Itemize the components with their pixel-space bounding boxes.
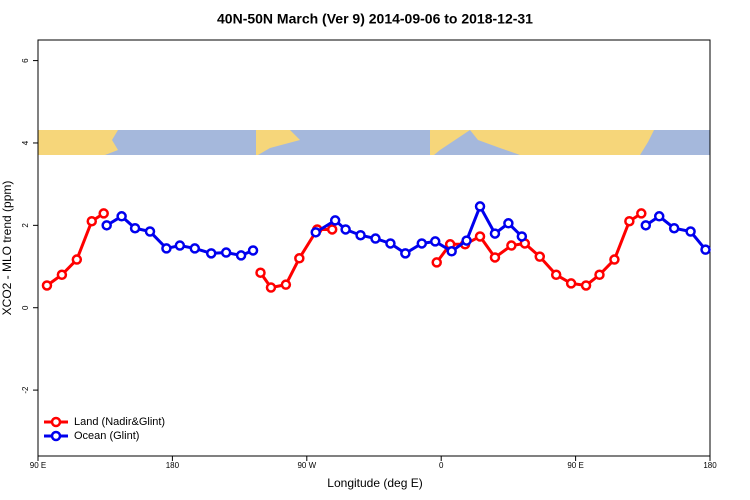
point bbox=[446, 246, 457, 257]
point bbox=[461, 235, 472, 246]
point bbox=[86, 215, 98, 227]
point bbox=[255, 267, 266, 278]
point bbox=[98, 208, 109, 219]
point bbox=[503, 218, 514, 229]
point bbox=[235, 250, 247, 261]
map-land bbox=[38, 130, 118, 155]
point bbox=[516, 231, 528, 242]
point bbox=[129, 222, 141, 234]
point bbox=[668, 222, 680, 234]
y-tick-label: 6 bbox=[21, 58, 30, 63]
point bbox=[41, 280, 53, 291]
point bbox=[355, 229, 366, 241]
x-axis-label: Longitude (deg E) bbox=[327, 476, 422, 490]
point bbox=[56, 269, 68, 281]
legend: Land (Nadir&Glint) Ocean (Glint) bbox=[44, 416, 165, 442]
point bbox=[431, 257, 442, 268]
point bbox=[385, 238, 396, 249]
map-land bbox=[256, 130, 300, 155]
point bbox=[340, 224, 351, 235]
point bbox=[534, 251, 546, 262]
map-land bbox=[470, 130, 654, 155]
point bbox=[205, 248, 217, 259]
map-strip bbox=[38, 130, 710, 155]
point bbox=[326, 224, 338, 235]
point bbox=[685, 226, 696, 237]
legend-label: Land (Nadir&Glint) bbox=[74, 416, 165, 428]
y-tick-label: 2 bbox=[21, 223, 30, 228]
y-tick-label: 0 bbox=[21, 305, 30, 310]
point bbox=[653, 211, 665, 222]
point bbox=[265, 282, 277, 293]
point bbox=[580, 280, 592, 291]
y-tick-label: 4 bbox=[21, 140, 30, 145]
x-tick-label: 90 E bbox=[30, 461, 46, 470]
point bbox=[101, 220, 112, 231]
point bbox=[310, 227, 322, 238]
map-land bbox=[430, 130, 470, 155]
point bbox=[489, 252, 501, 263]
point bbox=[220, 247, 232, 258]
legend-label: Ocean (Glint) bbox=[74, 430, 139, 442]
point bbox=[429, 236, 441, 247]
point bbox=[624, 215, 635, 227]
point bbox=[550, 269, 562, 281]
y-axis-label: XCO2 - MLO trend (ppm) bbox=[0, 181, 14, 316]
point bbox=[506, 240, 517, 251]
point bbox=[474, 201, 486, 212]
point bbox=[474, 231, 486, 242]
point bbox=[489, 228, 501, 239]
point bbox=[329, 215, 341, 226]
x-tick-label: 90 W bbox=[297, 461, 316, 470]
point bbox=[71, 254, 83, 265]
point bbox=[636, 208, 647, 219]
point bbox=[700, 244, 711, 255]
point bbox=[400, 248, 411, 259]
legend-marker bbox=[50, 430, 62, 442]
point bbox=[565, 278, 577, 289]
chart-title: 40N-50N March (Ver 9) 2014-09-06 to 2018… bbox=[217, 11, 533, 27]
legend-marker bbox=[50, 416, 62, 428]
point bbox=[294, 253, 305, 264]
point bbox=[370, 233, 381, 244]
x-tick-label: 0 bbox=[439, 461, 444, 470]
point bbox=[280, 279, 292, 290]
point bbox=[116, 211, 127, 222]
point bbox=[416, 238, 428, 249]
point bbox=[247, 245, 259, 256]
point bbox=[144, 226, 156, 237]
x-tick-label: 90 E bbox=[567, 461, 583, 470]
x-tick-label: 180 bbox=[703, 461, 717, 470]
x-tick-label: 180 bbox=[166, 461, 180, 470]
point bbox=[174, 240, 186, 251]
point bbox=[609, 254, 620, 265]
point bbox=[161, 243, 172, 254]
point bbox=[189, 243, 201, 254]
point bbox=[594, 269, 605, 281]
point bbox=[640, 220, 652, 231]
y-tick-label: -2 bbox=[21, 386, 30, 394]
